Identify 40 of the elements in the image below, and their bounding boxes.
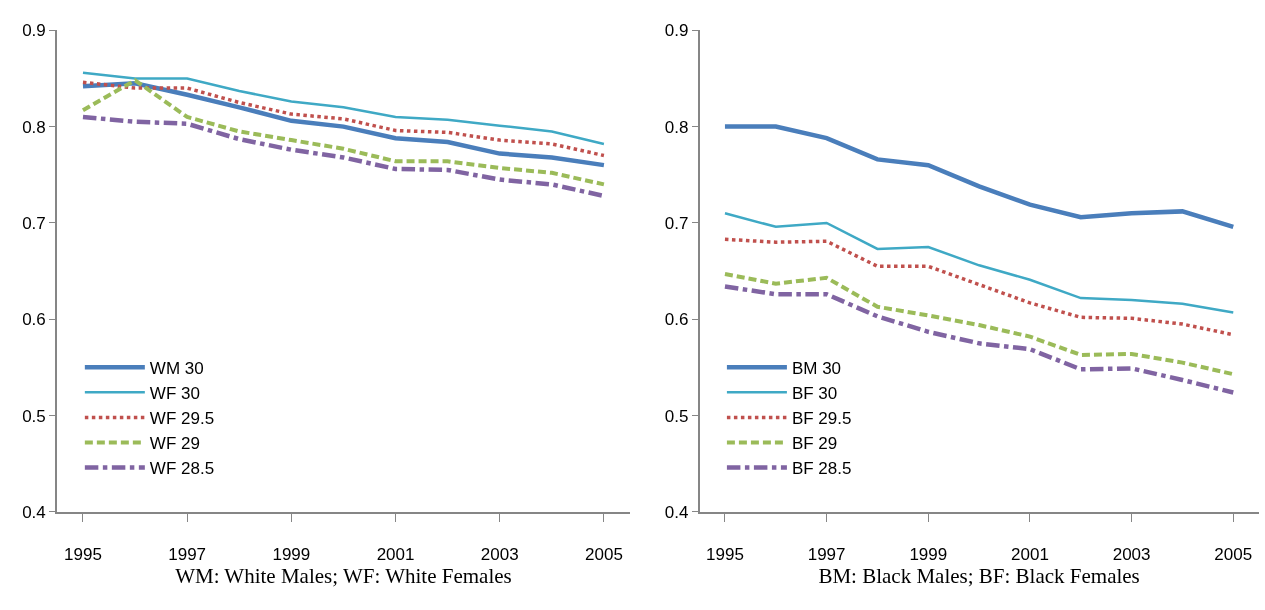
x-tick-label: 2001 (376, 545, 415, 565)
legend-label: WM 30 (149, 358, 204, 378)
legend-label: WF 29.5 (149, 409, 215, 429)
x-axis-title: WM: White Males; WF: White Females (175, 564, 512, 589)
legend-label: WF 28.5 (149, 459, 215, 479)
legend-label: BF 29 (791, 434, 838, 454)
legend-label: BF 29.5 (791, 409, 852, 429)
y-tick-label: 0.6 (22, 310, 46, 330)
line-series (80, 78, 606, 187)
y-tick-label: 0.8 (22, 117, 46, 137)
x-tick-label: 1999 (272, 545, 311, 565)
line-series (722, 124, 1236, 230)
legend-label: BF 30 (791, 383, 838, 403)
y-tick-label: 0.8 (664, 117, 689, 137)
legend-label: BM 30 (791, 358, 842, 378)
y-tick-label: 0.7 (22, 213, 46, 233)
x-tick-label: 2003 (1112, 545, 1151, 565)
x-tick-label: 1995 (706, 545, 744, 565)
line-series (81, 71, 606, 146)
y-tick-label: 0.4 (664, 502, 689, 522)
x-tick-label: 1995 (64, 545, 102, 565)
y-tick-label: 0.5 (664, 406, 689, 426)
y-tick-label: 0.9 (664, 21, 689, 41)
x-axis-title: BM: Black Males; BF: Black Females (818, 564, 1140, 589)
y-tick-label: 0.5 (22, 406, 46, 426)
x-tick-label: 2003 (480, 545, 519, 565)
x-tick-label: 2005 (585, 545, 623, 565)
legend-label: WF 29 (149, 434, 200, 454)
x-tick-label: 2005 (1214, 545, 1253, 565)
line-series (723, 212, 1235, 314)
y-tick-label: 0.6 (664, 310, 689, 330)
x-tick-label: 2001 (1011, 545, 1049, 565)
y-tick-label: 0.7 (664, 213, 689, 233)
y-tick-label: 0.4 (22, 502, 46, 522)
x-tick-label: 1997 (168, 545, 207, 565)
legend-label: WF 30 (149, 383, 200, 403)
y-tick-label: 0.9 (22, 21, 46, 41)
x-tick-label: 1997 (807, 545, 846, 565)
legend-label: BF 28.5 (791, 459, 852, 479)
x-tick-label: 1999 (909, 545, 948, 565)
